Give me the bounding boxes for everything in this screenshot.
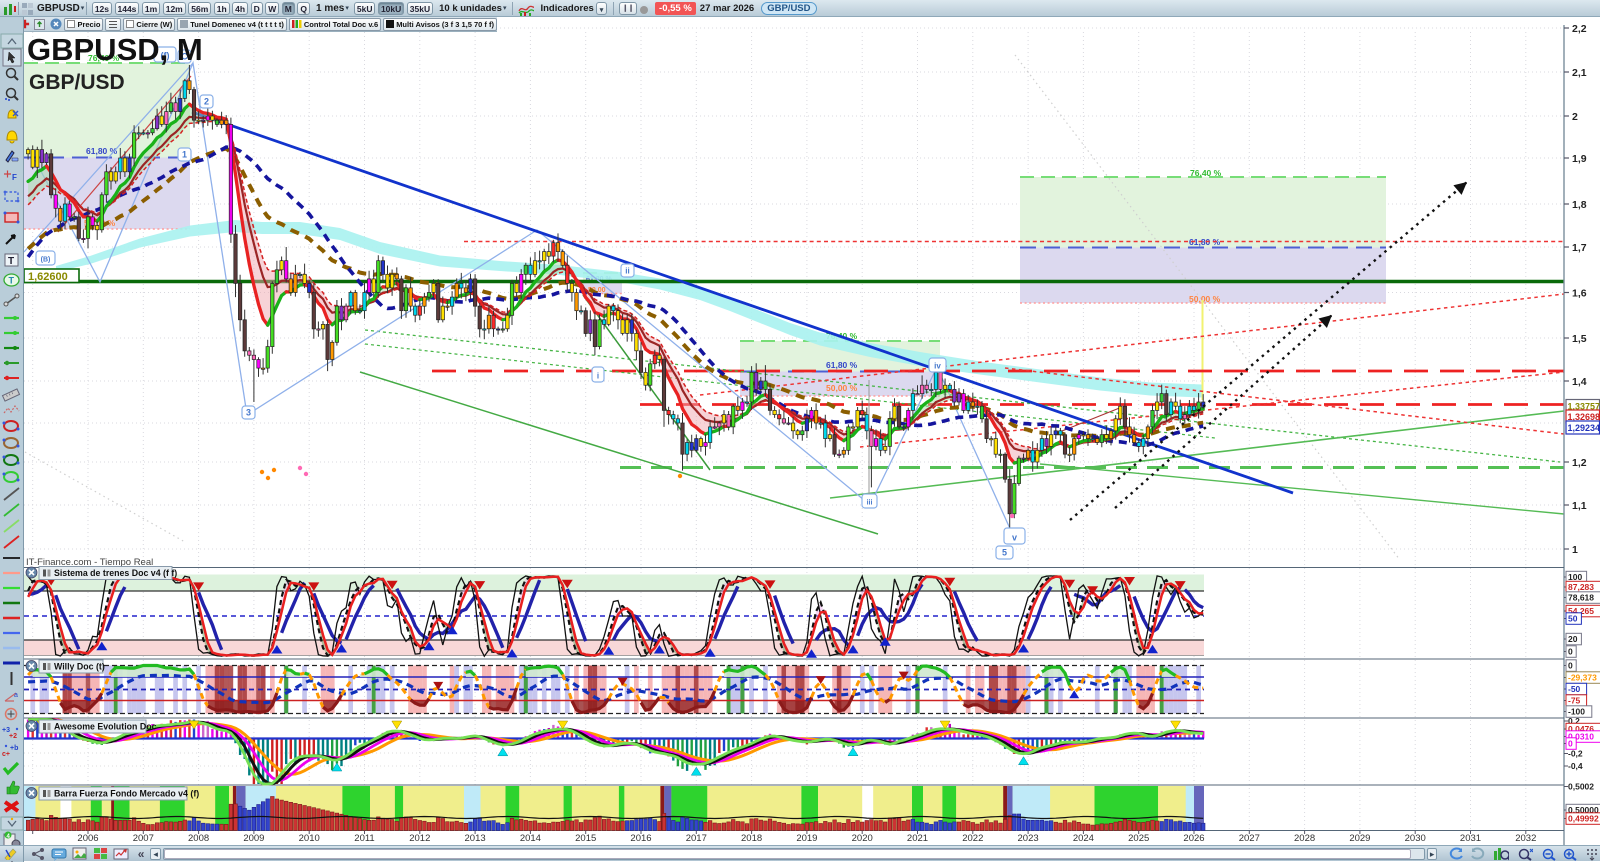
svg-text:Awesome Evolution Doc: Awesome Evolution Doc (54, 722, 157, 732)
svg-text:76,40 %: 76,40 % (1190, 168, 1222, 178)
svg-text:GBP/USD: GBP/USD (29, 71, 125, 94)
svg-text:T: T (9, 276, 15, 286)
svg-text:ii: ii (625, 267, 629, 276)
svg-text:(B): (B) (41, 257, 51, 264)
svg-text:2012: 2012 (409, 833, 430, 844)
svg-text:i: i (597, 372, 599, 381)
svg-text:c+: c+ (2, 751, 10, 758)
svg-text:2: 2 (204, 97, 209, 107)
svg-text:2007: 2007 (133, 833, 154, 844)
svg-text:61,80 %: 61,80 % (86, 146, 118, 156)
svg-text:100: 100 (1568, 572, 1582, 582)
svg-text:2031: 2031 (1460, 833, 1481, 844)
svg-text:50,00 %: 50,00 % (826, 383, 858, 393)
svg-text:iii: iii (867, 500, 873, 507)
svg-text:87,283: 87,283 (1568, 582, 1594, 592)
svg-text:2026: 2026 (1183, 833, 1204, 844)
svg-text:2006: 2006 (77, 833, 98, 844)
svg-text:2015: 2015 (575, 833, 596, 844)
svg-text:2013: 2013 (465, 833, 486, 844)
svg-text:-100: -100 (1568, 707, 1585, 717)
svg-text:1: 1 (1572, 544, 1578, 556)
svg-text:2032: 2032 (1515, 833, 1536, 844)
svg-text:2,2: 2,2 (1572, 23, 1587, 35)
svg-text:2016: 2016 (630, 833, 651, 844)
svg-text:1,8: 1,8 (1572, 199, 1587, 211)
svg-text:GBPUSD, M: GBPUSD, M (27, 32, 203, 67)
svg-text:0: 0 (1568, 661, 1573, 671)
svg-text:2008: 2008 (188, 833, 209, 844)
svg-text:1,7: 1,7 (1572, 242, 1587, 254)
svg-text:2009: 2009 (243, 833, 264, 844)
svg-text:0,49992: 0,49992 (1568, 814, 1599, 824)
svg-text:iv: iv (934, 362, 941, 371)
svg-text:Sistema de trenes Doc v4 (f f): Sistema de trenes Doc v4 (f f) (54, 568, 177, 578)
svg-text:T: T (8, 256, 14, 267)
svg-text:5: 5 (1002, 548, 1007, 558)
svg-text:1: 1 (182, 150, 187, 160)
svg-text:a: a (14, 692, 18, 699)
svg-text:1,29234: 1,29234 (1568, 423, 1600, 433)
svg-text:0: 0 (1568, 647, 1573, 657)
svg-text:2014: 2014 (520, 833, 541, 844)
svg-text:2021: 2021 (907, 833, 928, 844)
svg-text:2011: 2011 (354, 833, 374, 844)
svg-text:1,62600: 1,62600 (28, 271, 68, 283)
svg-text:1,2: 1,2 (1572, 457, 1587, 469)
svg-text:1,9: 1,9 (1572, 153, 1587, 165)
svg-text:78,618: 78,618 (1568, 593, 1594, 603)
svg-text:+2: +2 (9, 733, 17, 740)
svg-text:1,6: 1,6 (1572, 287, 1587, 299)
svg-text:2027: 2027 (1239, 833, 1260, 844)
svg-text:-29,373: -29,373 (1568, 673, 1597, 683)
svg-text:2024: 2024 (1073, 833, 1094, 844)
svg-text:2029: 2029 (1349, 833, 1370, 844)
svg-text:2022: 2022 (962, 833, 983, 844)
svg-text:2025: 2025 (1128, 833, 1149, 844)
svg-text:0: 0 (1568, 739, 1573, 749)
svg-text:Barra Fuerza Fondo Mercado v4: Barra Fuerza Fondo Mercado v4 (f) (54, 789, 199, 799)
svg-text:1,5: 1,5 (1572, 333, 1587, 345)
svg-text:1,4: 1,4 (1572, 376, 1587, 388)
svg-text:Willy Doc (t): Willy Doc (t) (54, 662, 105, 672)
svg-text:v: v (1012, 533, 1017, 543)
svg-text:2017: 2017 (686, 833, 707, 844)
svg-text:2010: 2010 (299, 833, 320, 844)
svg-text:-50: -50 (1568, 684, 1581, 694)
svg-text:-75: -75 (1568, 696, 1581, 706)
svg-text:+b: +b (10, 745, 18, 752)
svg-text:1,1: 1,1 (1572, 500, 1587, 512)
svg-text:F: F (12, 173, 17, 182)
svg-text:0,5002: 0,5002 (1568, 782, 1594, 792)
svg-text:2028: 2028 (1294, 833, 1315, 844)
svg-text:2023: 2023 (1018, 833, 1039, 844)
svg-text:-0,4: -0,4 (1568, 761, 1583, 771)
svg-text:2020: 2020 (852, 833, 873, 844)
svg-text:2030: 2030 (1405, 833, 1426, 844)
svg-text:2,1: 2,1 (1572, 67, 1587, 79)
svg-text:2018: 2018 (741, 833, 762, 844)
svg-text:61,80 %: 61,80 % (826, 360, 858, 370)
svg-text:20: 20 (1568, 634, 1578, 644)
svg-text:3: 3 (246, 408, 251, 418)
svg-text:50: 50 (1568, 614, 1578, 624)
svg-text:-0,2: -0,2 (1568, 749, 1583, 759)
svg-text:2019: 2019 (796, 833, 817, 844)
svg-text:2: 2 (1572, 111, 1578, 123)
svg-text:50,00 %: 50,00 % (1189, 294, 1221, 304)
